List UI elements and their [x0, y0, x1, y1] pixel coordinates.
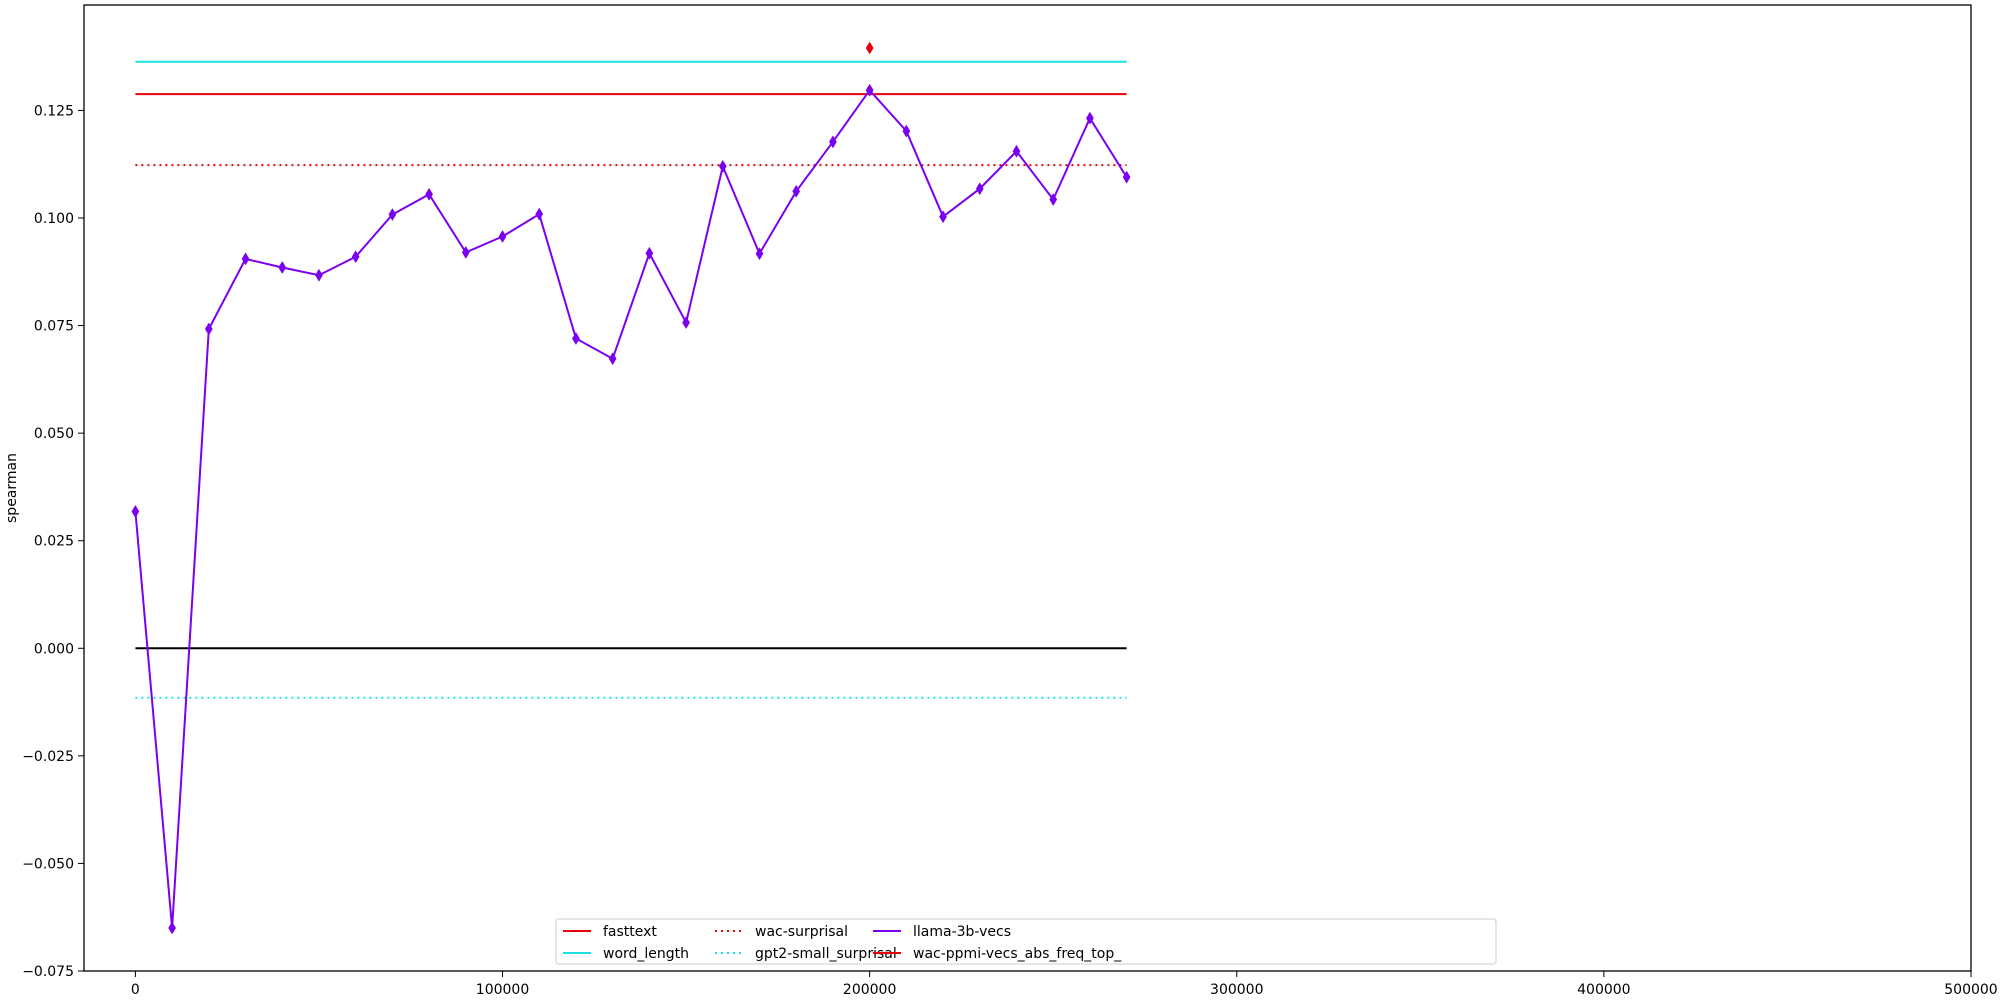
x-tick-label: 200000 — [843, 982, 896, 998]
y-tick-label: 0.075 — [34, 319, 74, 335]
legend-item-fasttext: fasttext — [563, 924, 657, 940]
data-point-marker — [939, 210, 947, 224]
legend: fasttext word_length wac-surprisal gpt2-sma… — [555, 918, 1497, 965]
data-point-marker — [535, 207, 544, 221]
y-tick-label: 0.100 — [34, 211, 74, 227]
data-point-marker — [865, 83, 874, 97]
legend-label: wac-ppmi-vecs_abs_freq_top_ — [913, 946, 1122, 962]
data-point-marker — [1049, 193, 1058, 206]
x-axis: 0 100000 200000 300000 400000 500000 — [131, 971, 1998, 998]
data-point-marker — [572, 331, 580, 345]
data-point-marker — [498, 230, 507, 243]
series-llama-3b-vecs — [131, 83, 1131, 935]
legend-item-wac-surprisal: wac-surprisal — [715, 924, 848, 940]
data-point-marker — [829, 135, 837, 149]
data-point-marker — [718, 159, 727, 173]
data-point-marker — [461, 245, 470, 259]
data-point-marker — [902, 124, 911, 138]
series-group — [131, 41, 1131, 935]
legend-item-gpt2-small-surprisal: gpt2-small_surprisal — [715, 946, 897, 962]
data-point-marker — [388, 208, 397, 222]
data-point-marker — [608, 352, 617, 366]
plot-background — [84, 5, 1971, 971]
series-wac-ppmi-vecs-abs-freq-top — [865, 41, 874, 55]
data-point-marker — [975, 182, 984, 196]
y-tick-label: 0.125 — [34, 103, 74, 119]
legend-label: word_length — [603, 946, 689, 962]
y-tick-label: 0.025 — [34, 534, 74, 550]
data-point-marker — [241, 252, 250, 266]
data-point-marker — [682, 316, 690, 330]
data-point-marker — [865, 41, 874, 55]
data-point-marker — [168, 921, 177, 935]
legend-frame — [555, 918, 1497, 965]
y-tick-label: −0.075 — [22, 964, 74, 980]
legend-item-llama-3b-vecs: llama-3b-vecs — [873, 924, 1011, 940]
legend-label: fasttext — [603, 924, 657, 940]
data-point-marker — [792, 184, 801, 198]
data-point-marker — [315, 268, 323, 282]
data-point-marker — [645, 246, 654, 260]
legend-label: wac-surprisal — [755, 924, 848, 940]
legend-label: llama-3b-vecs — [913, 924, 1011, 940]
plot-frame — [83, 4, 1972, 972]
x-tick-label: 0 — [131, 982, 140, 998]
x-tick-label: 300000 — [1210, 982, 1263, 998]
data-point-marker — [1086, 111, 1094, 125]
data-point-marker — [425, 187, 433, 201]
data-point-marker — [1122, 170, 1131, 184]
x-tick-label: 400000 — [1577, 982, 1630, 998]
y-axis-label: spearman — [4, 453, 20, 523]
reference-lines — [135, 60, 1127, 699]
legend-label: gpt2-small_surprisal — [755, 946, 897, 962]
y-tick-label: −0.050 — [22, 856, 74, 872]
data-point-marker — [755, 247, 764, 261]
data-point-marker — [204, 322, 213, 336]
y-tick-label: 0.050 — [34, 426, 74, 442]
series-line — [134, 88, 1128, 929]
y-tick-label: 0.000 — [34, 641, 74, 657]
x-tick-label: 500000 — [1944, 982, 1997, 998]
legend-item-wac-ppmi-vecs-abs-freq-top: wac-ppmi-vecs_abs_freq_top_ — [873, 946, 1122, 962]
data-point-marker — [278, 260, 287, 274]
legend-item-word-length: word_length — [563, 946, 689, 962]
y-axis: −0.075 −0.050 −0.025 0.000 0.025 0.050 0.075 0.… — [22, 103, 84, 980]
data-point-marker — [351, 250, 360, 264]
data-point-marker — [131, 504, 140, 518]
y-tick-label: −0.025 — [22, 749, 74, 765]
data-point-marker — [1012, 144, 1021, 158]
x-tick-label: 100000 — [476, 982, 529, 998]
